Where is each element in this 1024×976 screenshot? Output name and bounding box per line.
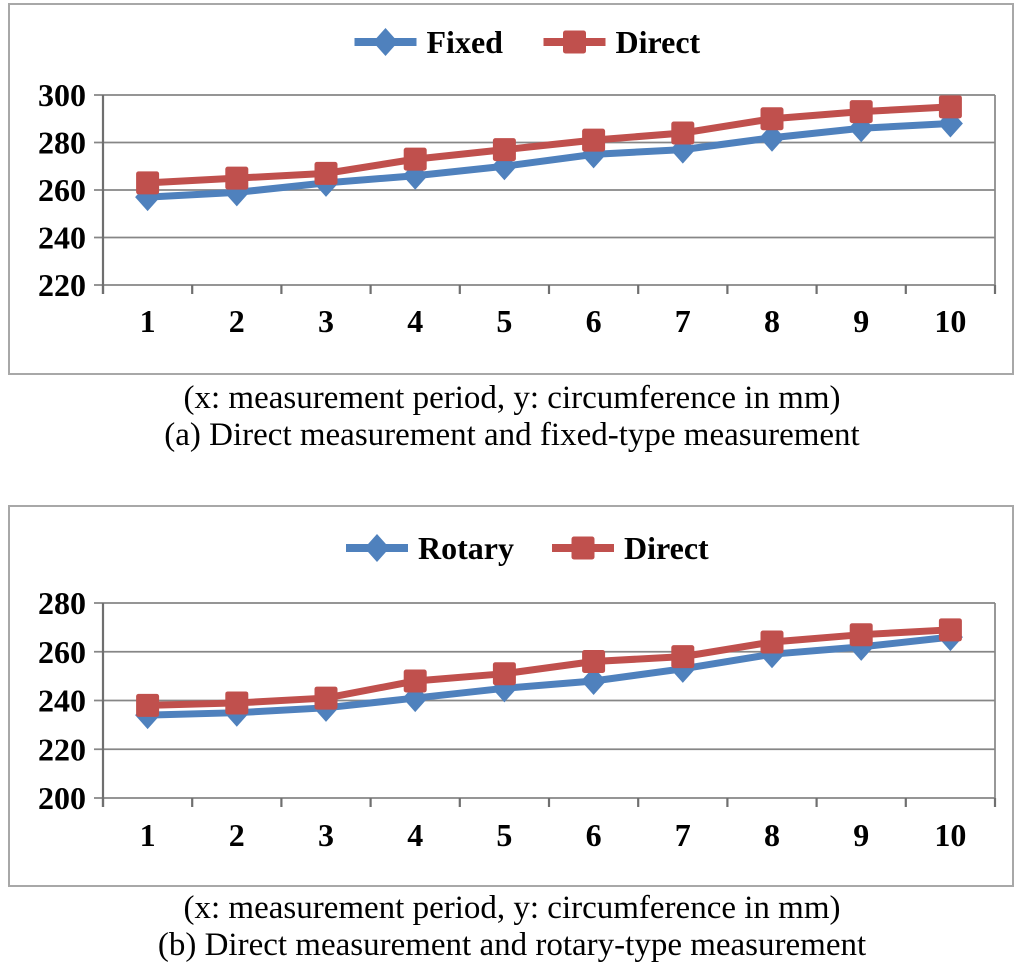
- y-tick-label: 220: [38, 731, 86, 767]
- y-tick-label: 240: [38, 220, 86, 256]
- caption-b-title: (b) Direct measurement and rotary-type m…: [157, 927, 867, 963]
- legend-label: Fixed: [427, 24, 504, 60]
- series-fixed: [135, 109, 963, 212]
- series-direct: [136, 95, 962, 195]
- y-tick-label: 260: [38, 172, 86, 208]
- x-tick-label: 9: [853, 817, 869, 853]
- y-tick-label: 260: [38, 634, 86, 670]
- chart-b-svg: 280 260 240 220 200 1 2 3 4 5 6 7 8 9 10 Rotary Direct: [38, 530, 997, 853]
- caption-a-title: (a) Direct measurement and fixed-type me…: [164, 417, 860, 453]
- caption-b-axes-note: (x: measurement period, y: circumference…: [183, 890, 841, 926]
- legend-item-direct: Direct: [552, 530, 709, 566]
- caption-a: (x: measurement period, y: circumference…: [0, 380, 1024, 454]
- x-tick-label: 7: [675, 817, 691, 853]
- x-tick-label: 1: [140, 817, 156, 853]
- x-tick-label: 8: [764, 303, 780, 339]
- x-tick-label: 6: [586, 817, 602, 853]
- caption-a-axes-note: (x: measurement period, y: circumference…: [183, 380, 841, 416]
- y-tick-label: 300: [38, 77, 86, 113]
- legend-label: Rotary: [418, 530, 514, 566]
- x-tick-label: 6: [586, 303, 602, 339]
- x-tick-label: 10: [934, 817, 966, 853]
- x-tick-label: 3: [318, 817, 334, 853]
- y-tick-label: 240: [38, 683, 86, 719]
- x-tick-label: 7: [675, 303, 691, 339]
- x-tick-label: 2: [229, 817, 245, 853]
- x-tick-label: 5: [496, 817, 512, 853]
- y-tick-label: 220: [38, 267, 86, 303]
- chart-panel-a: 300 280 260 240 220 1 2 3 4 5 6 7 8 9 10 Fixed Direct: [8, 3, 1014, 375]
- x-tick-label: 4: [407, 817, 423, 853]
- x-tick-label: 2: [229, 303, 245, 339]
- y-tick-label: 280: [38, 125, 86, 161]
- y-tick-label: 280: [38, 585, 86, 621]
- x-tick-label: 9: [853, 303, 869, 339]
- x-tick-label: 10: [934, 303, 966, 339]
- legend-item-rotary: Rotary: [346, 530, 514, 566]
- x-tick-label: 5: [496, 303, 512, 339]
- chart-a-svg: 300 280 260 240 220 1 2 3 4 5 6 7 8 9 10 Fixed Direct: [38, 24, 997, 339]
- chart-panel-b: 280 260 240 220 200 1 2 3 4 5 6 7 8 9 10 Rotary Direct: [8, 505, 1014, 887]
- series-direct: [136, 618, 962, 717]
- y-tick-label: 200: [38, 780, 86, 816]
- x-tick-label: 3: [318, 303, 334, 339]
- caption-b: (x: measurement period, y: circumference…: [0, 890, 1024, 964]
- x-tick-label: 1: [140, 303, 156, 339]
- legend-item-fixed: Fixed: [354, 24, 504, 60]
- legend-label: Direct: [624, 530, 709, 566]
- legend-label: Direct: [616, 24, 701, 60]
- x-tick-label: 8: [764, 817, 780, 853]
- x-tick-label: 4: [407, 303, 423, 339]
- legend-item-direct: Direct: [543, 24, 701, 60]
